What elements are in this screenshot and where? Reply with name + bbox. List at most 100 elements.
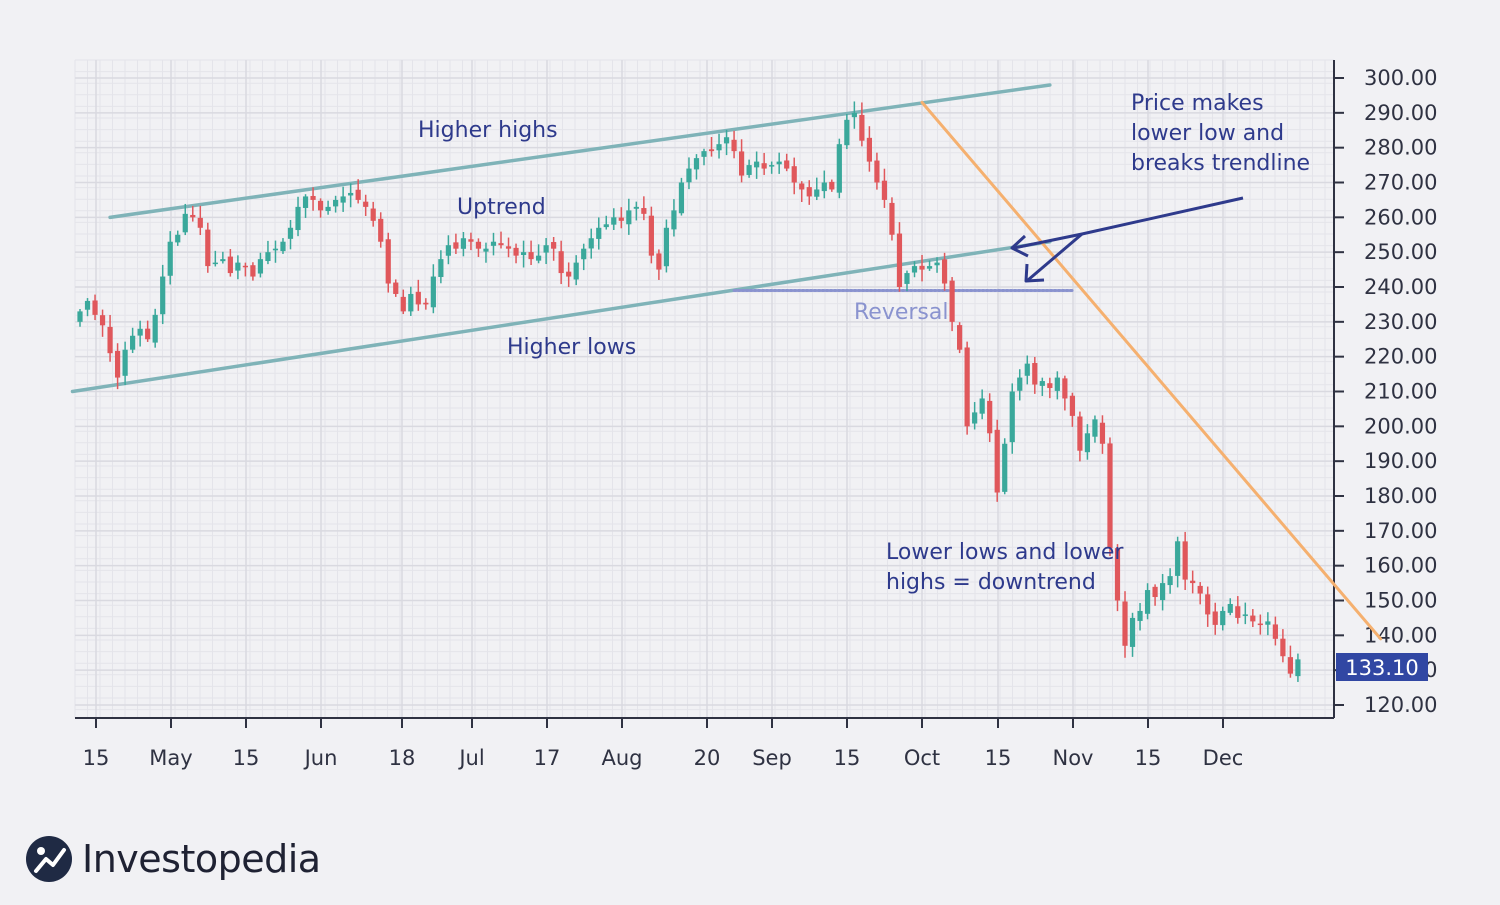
y-tick-label: 210.00 xyxy=(1364,380,1437,404)
x-tick-label: 15 xyxy=(834,746,861,770)
annotation-higher-lows: Higher lows xyxy=(507,335,636,360)
candle-body xyxy=(160,276,166,315)
x-tick-label: 17 xyxy=(534,746,561,770)
candle-body xyxy=(611,217,617,225)
x-tick-label: 15 xyxy=(83,746,110,770)
candle-body xyxy=(851,112,857,118)
higher-lows-trendline xyxy=(70,239,1052,394)
candle-body xyxy=(1024,363,1030,376)
y-tick-label: 120.00 xyxy=(1364,693,1437,717)
logo-text: Investopedia xyxy=(82,837,321,881)
candle-body xyxy=(370,208,376,221)
candle-body xyxy=(972,412,978,424)
candle-body xyxy=(746,165,752,175)
candle-body xyxy=(934,262,940,266)
callout-arrow xyxy=(1013,196,1244,250)
candle-body xyxy=(573,262,579,280)
candle-body xyxy=(987,400,993,434)
candle-body xyxy=(1190,580,1196,584)
candle-body xyxy=(648,215,654,256)
y-tick-label: 140.00 xyxy=(1364,623,1437,647)
candle-body xyxy=(1062,378,1068,399)
candle-body xyxy=(528,252,534,260)
y-tick-label: 160.00 xyxy=(1364,554,1437,578)
candle-body xyxy=(1280,638,1286,657)
candle-body xyxy=(926,266,933,269)
last-price-label: 133.10 xyxy=(1345,656,1418,680)
candle-body xyxy=(483,248,489,252)
candle-body xyxy=(821,182,827,192)
candle-body xyxy=(558,251,564,274)
candle-body xyxy=(393,282,399,294)
candle-body xyxy=(814,189,820,197)
higher-highs-trendline xyxy=(108,83,1052,220)
candle-body xyxy=(257,259,264,274)
candle-body xyxy=(430,276,436,308)
candle-body xyxy=(686,168,692,183)
callout-arrow-branch xyxy=(1027,232,1083,282)
candle-body xyxy=(265,252,271,262)
y-tick-label: 170.00 xyxy=(1364,519,1437,543)
candle-body xyxy=(242,265,248,268)
candle-body xyxy=(235,262,241,271)
x-tick-label: Aug xyxy=(601,746,642,770)
annotation-uptrend: Uptrend xyxy=(457,195,546,220)
candle-body xyxy=(423,302,429,305)
candle-body xyxy=(919,265,925,270)
candle-body xyxy=(130,335,136,350)
candle-body xyxy=(957,325,963,350)
candle-body xyxy=(874,160,880,183)
arrowhead-upper xyxy=(1010,234,1029,258)
candle-body xyxy=(302,196,309,208)
candle-body xyxy=(317,200,324,211)
candle-body xyxy=(716,144,722,151)
candle-body xyxy=(543,245,549,253)
candle-body xyxy=(626,210,632,225)
candle-body xyxy=(205,229,211,267)
last-price-tag xyxy=(1336,653,1428,681)
candle-body xyxy=(152,314,158,343)
candle-body xyxy=(776,161,782,165)
candle-body xyxy=(633,206,639,209)
candle-body xyxy=(400,296,406,312)
candle-body xyxy=(769,165,775,167)
candle-body xyxy=(340,196,346,203)
candle-body xyxy=(618,217,624,221)
candle-body xyxy=(295,206,301,231)
candle-body xyxy=(272,248,279,251)
y-tick-label: 260.00 xyxy=(1364,205,1437,229)
candle-body xyxy=(1272,624,1278,639)
candle-body xyxy=(468,239,474,242)
downtrend-line xyxy=(920,100,1383,641)
x-tick-label: Nov xyxy=(1053,746,1094,770)
y-tick-label: 240.00 xyxy=(1364,275,1437,299)
candle-body xyxy=(663,227,670,267)
candle-body xyxy=(167,241,173,276)
candle-body xyxy=(475,241,482,249)
candle-body xyxy=(460,238,467,249)
y-tick-label: 180.00 xyxy=(1364,484,1437,508)
candle-body xyxy=(175,234,181,243)
y-tick-label: 190.00 xyxy=(1364,449,1437,473)
candle-body xyxy=(1160,583,1166,601)
candle-body xyxy=(1107,443,1113,549)
y-tick-label: 220.00 xyxy=(1364,345,1437,369)
candle-body xyxy=(1002,443,1008,492)
candle-body xyxy=(678,182,685,214)
annotation-downtrend-line2: highs = downtrend xyxy=(886,570,1096,595)
candle-body xyxy=(1032,362,1038,385)
candle-body xyxy=(701,151,707,157)
candle-body xyxy=(250,265,256,277)
candle-body xyxy=(453,242,459,249)
candle-body xyxy=(1235,606,1241,618)
candle-body xyxy=(220,259,226,262)
candle-body xyxy=(754,161,760,168)
annotation-breaks-trendline-line1: Price makes xyxy=(1131,91,1264,116)
candle-body xyxy=(1077,416,1083,451)
candle-body xyxy=(949,280,955,322)
candle-body xyxy=(994,429,1000,493)
candle-body xyxy=(378,218,384,242)
candle-body xyxy=(1017,377,1023,391)
candle-body xyxy=(1257,623,1263,626)
